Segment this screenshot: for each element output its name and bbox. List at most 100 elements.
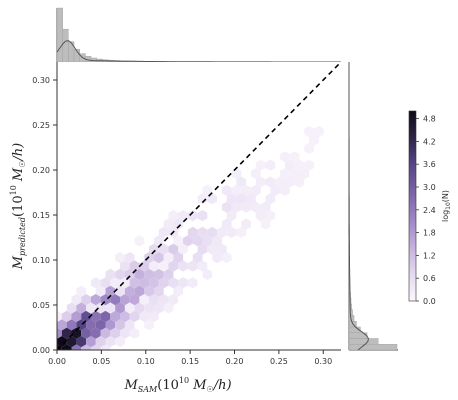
hexbin-cell (95, 285, 106, 297)
x-axis-ticks: 0.00 0.05 0.10 0.15 0.20 0.25 0.30 (48, 350, 332, 366)
hexbin-cell (217, 226, 227, 238)
hexbin-cell (202, 268, 213, 280)
hexbin-cell (100, 344, 111, 350)
x-label-exp: 10 (179, 376, 189, 385)
hexbin-cell (149, 260, 159, 272)
hexbin-cell (115, 268, 125, 280)
hexbin-cell (129, 294, 140, 306)
hexbin-cell (105, 336, 116, 348)
identity-dashed-line (57, 62, 341, 350)
hexbin-cell (221, 218, 232, 230)
hexbin-cell (158, 294, 169, 306)
hexbin-cell (231, 168, 242, 180)
colorbar-ticks: 0.0 0.6 1.2 1.8 2.4 3.0 3.6 4.2 4.8 (416, 115, 436, 306)
hexbin-cell (144, 285, 154, 297)
hexbin-cell (124, 252, 135, 264)
y-label-sun: ☉ (18, 161, 27, 168)
hexbin-cell (251, 201, 261, 213)
x-tick-label: 0.20 (226, 357, 244, 366)
hexbin-cell (149, 243, 159, 255)
colorbar-tick-label: 0.6 (423, 274, 436, 283)
hexbin-cell (144, 302, 154, 314)
y-tick-label: 0.15 (32, 211, 50, 220)
hexbin-plot: 0.00 0.05 0.10 0.15 0.20 0.25 0.30 0.00 0.05 0.1… (32, 62, 341, 366)
hexbin-cell (304, 159, 314, 171)
hexbin-cell (178, 260, 188, 272)
hexbin-cell (120, 310, 130, 322)
hexbin-cell (134, 302, 145, 314)
hexbin-cell (57, 336, 67, 348)
hexbin-cell (134, 268, 145, 280)
hexbin-cell (163, 268, 174, 280)
hexbin-cell (110, 294, 120, 306)
colorbar: 0.0 0.6 1.2 1.8 2.4 3.0 3.6 4.2 4.8 log10(N) (408, 110, 452, 306)
hexbin-cell (124, 302, 135, 314)
colorbar-tick-label: 1.8 (423, 229, 436, 238)
y-tick-label: 0.05 (32, 301, 50, 310)
hexbin-cell (154, 252, 164, 264)
hexbin-cell (294, 159, 305, 171)
hexbin-cell (81, 344, 91, 350)
right-histogram-bar (348, 344, 398, 351)
hexbin-cell (149, 277, 159, 289)
hexbin-cell (158, 260, 169, 272)
hexbin-cell (120, 327, 130, 339)
hexbin-cell (115, 336, 125, 348)
y-tick-label: 0.00 (32, 346, 50, 355)
hexbin-cell (221, 201, 232, 213)
hexbin-cell (255, 176, 266, 188)
hexbin-cell (76, 336, 87, 348)
hexbin-cell (197, 243, 208, 255)
hexbin-cell (115, 302, 125, 314)
hexbin-cell (139, 294, 150, 306)
hexbin-cell (163, 302, 174, 314)
y-label-main: M (11, 255, 26, 270)
hexbin-cell (251, 168, 261, 180)
hexbin-cell (173, 252, 184, 264)
colorbar-tick-label: 3.0 (423, 183, 436, 192)
hexbin-cell (226, 210, 237, 222)
x-label-pre: (10 (157, 378, 179, 393)
x-tick-label: 0.10 (137, 357, 155, 366)
hexbin-cell (178, 277, 188, 289)
colorbar-tick-label: 0.0 (423, 297, 436, 306)
hexbin-cell (168, 294, 179, 306)
hexbin-cell (66, 336, 77, 348)
hexbin-cell (241, 201, 251, 213)
hexbin-cell (129, 310, 140, 322)
colorbar-label: log10(N) (441, 190, 452, 222)
colorbar-label-main: log (441, 210, 450, 222)
hexbin-cell (289, 151, 300, 163)
y-tick-label: 0.25 (32, 121, 50, 130)
hexbin-cell (260, 218, 271, 230)
hexbin-cell (173, 218, 184, 230)
hexbin-cell (197, 260, 208, 272)
hexbin-cell (129, 260, 140, 272)
hexbin-cell (187, 210, 198, 222)
hexbin-cell (154, 285, 164, 297)
hexbin-cell (168, 243, 179, 255)
hexbin-cell (129, 277, 140, 289)
hexbin-cell (246, 193, 256, 205)
hexbin-cell (187, 226, 198, 238)
hexbin-cell (202, 184, 213, 196)
hexbin-cell (163, 218, 174, 230)
top-histogram-bar (62, 28, 69, 63)
right-histogram-bar (348, 338, 379, 345)
hexbin-cell (260, 201, 271, 213)
y-label-exp: 10 (9, 185, 18, 195)
hexbin-cell (163, 252, 174, 264)
hexbin-cell (95, 302, 106, 314)
hexbin-cell (71, 294, 82, 306)
y-tick-label: 0.30 (32, 76, 50, 85)
hexbin-cell (81, 294, 91, 306)
colorbar-tick-label: 4.2 (423, 137, 436, 146)
hexbin-cell (105, 268, 116, 280)
hexbin-cell (86, 319, 96, 331)
hexbin-cell (115, 285, 125, 297)
hexbin-cell (158, 277, 169, 289)
hexbin-cell (95, 319, 106, 331)
hexbin-cell (115, 319, 125, 331)
hexbin-cell (202, 235, 213, 247)
